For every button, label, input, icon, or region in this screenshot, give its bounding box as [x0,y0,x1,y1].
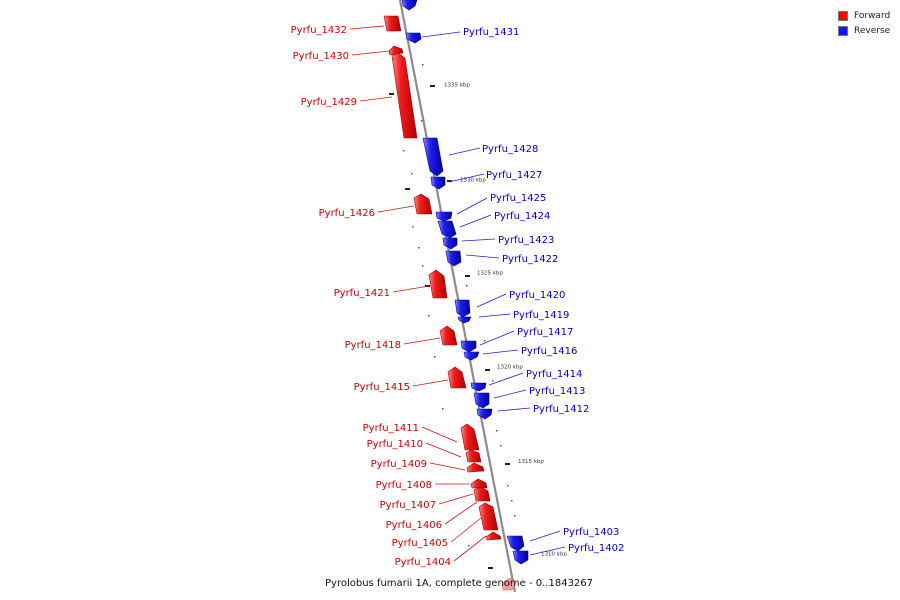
gene-label-pyrfu-1428[interactable]: Pyrfu_1428 [482,144,538,155]
legend-item-reverse: Reverse [838,23,890,38]
gene-pyrfu-1411[interactable] [460,423,480,451]
gene-pyrfu-1424[interactable] [437,220,457,239]
tick-label: 1330 kbp [460,178,486,184]
gene-label-pyrfu-1421[interactable]: Pyrfu_1421 [334,288,390,299]
gene-label-pyrfu-1408[interactable]: Pyrfu_1408 [376,480,432,491]
tick-label: 1325 kbp [477,271,503,277]
gene-pyrfu-1413[interactable] [473,392,490,409]
tick-label: 1310 kbp [541,552,567,558]
reverse-swatch [838,25,848,36]
gene-pyrfu-1431[interactable] [405,32,422,44]
gene-pyrfu-1402[interactable] [512,550,529,565]
gene-label-pyrfu-1412[interactable]: Pyrfu_1412 [533,404,589,415]
legend-label: Forward [854,10,891,21]
gene-label-pyrfu-1403[interactable]: Pyrfu_1403 [563,527,619,538]
gene-label-pyrfu-1407[interactable]: Pyrfu_1407 [380,500,436,511]
gene-label-pyrfu-1427[interactable]: Pyrfu_1427 [486,170,542,181]
gene-label-pyrfu-1415[interactable]: Pyrfu_1415 [354,382,410,393]
gene-pyrfu-1430[interactable] [388,45,404,56]
legend-label: Reverse [854,25,891,36]
tick-mark [505,463,510,465]
gene-pyrfu-1415[interactable] [447,366,467,389]
gene-label-pyrfu-1430[interactable]: Pyrfu_1430 [293,51,349,62]
gene-pyrfu-1416[interactable] [463,351,480,361]
gene-label-pyrfu-1420[interactable]: Pyrfu_1420 [509,290,565,301]
tick-mark [430,85,435,87]
gene-label-pyrfu-1404[interactable]: Pyrfu_1404 [395,557,451,568]
gene-pyrfu-1419[interactable] [457,316,472,324]
gene-label-pyrfu-1432[interactable]: Pyrfu_1432 [291,25,347,36]
gene-pyrfu-1422[interactable] [445,250,462,267]
gene-pyrfu-1410[interactable] [465,449,482,463]
tick-mark [485,369,490,371]
gene-label-pyrfu-1416[interactable]: Pyrfu_1416 [521,346,577,357]
gene-pyrfu-1403[interactable] [506,535,525,552]
gene-label-pyrfu-1425[interactable]: Pyrfu_1425 [490,193,546,204]
gene-pyrfu-1417[interactable] [460,340,477,353]
gene-label-pyrfu-1409[interactable]: Pyrfu_1409 [371,459,427,470]
genome-caption: Pyrolobus fumarii 1A, complete genome - … [325,578,594,589]
gene-pyrfu-1427[interactable] [430,176,446,190]
forward-labels: Pyrfu_1432 Pyrfu_1430 Pyrfu_1429 Pyrfu_1… [291,25,451,568]
gene-label-pyrfu-1419[interactable]: Pyrfu_1419 [513,310,569,321]
scale-dots [392,58,516,547]
gene-pyrfu-1429[interactable] [391,52,418,139]
gene-pyrfu-end-marker [501,577,517,591]
tick-mark [465,275,470,277]
gene-label-pyrfu-1406[interactable]: Pyrfu_1406 [386,520,442,531]
tick-label: 1335 kbp [444,83,470,89]
gene-label-pyrfu-1422[interactable]: Pyrfu_1422 [502,254,558,265]
gene-pyrfu-1428[interactable] [422,137,444,177]
gene-label-pyrfu-1431[interactable]: Pyrfu_1431 [463,27,519,38]
gene-pyrfu-1420[interactable] [454,299,471,318]
tick-label: 1315 kbp [518,459,544,465]
gene-pyrfu-1426[interactable] [413,193,433,215]
gene-label-pyrfu-1429[interactable]: Pyrfu_1429 [301,97,357,108]
reverse-labels: Pyrfu_1431 Pyrfu_1428 Pyrfu_1427 Pyrfu_1… [463,27,624,554]
tick-label: 1320 kbp [497,365,523,371]
gene-pyrfu-1432[interactable] [383,15,402,32]
forward-leader-lines [349,25,487,562]
gene-label-pyrfu-1411[interactable]: Pyrfu_1411 [363,423,419,434]
gene-pyrfu-1425[interactable] [435,211,453,222]
reverse-leader-lines [421,31,566,556]
tick-mark [447,180,452,182]
tick-mark [488,567,493,569]
gene-label-pyrfu-1410[interactable]: Pyrfu_1410 [367,439,423,450]
gene-label-pyrfu-1402[interactable]: Pyrfu_1402 [568,543,624,554]
gene-label-pyrfu-1417[interactable]: Pyrfu_1417 [517,327,573,338]
gene-pyrfu-1418[interactable] [439,325,458,346]
gene-label-pyrfu-1413[interactable]: Pyrfu_1413 [529,386,585,397]
gene-pyrfu-1423[interactable] [442,237,458,250]
gene-pyrfu-1412[interactable] [476,408,493,420]
gene-label-pyrfu-1423[interactable]: Pyrfu_1423 [498,235,554,246]
gene-pyrfu-1407[interactable] [473,486,491,502]
legend-item-forward: Forward [838,8,890,23]
gene-label-pyrfu-1424[interactable]: Pyrfu_1424 [494,211,550,222]
gene-pyrfu-1414[interactable] [470,382,487,392]
gene-pyrfu-1421[interactable] [428,269,448,299]
gene-pyrfu-1409[interactable] [466,462,485,473]
gene-pyrfu-1405[interactable] [485,531,502,541]
gene-label-pyrfu-1426[interactable]: Pyrfu_1426 [319,208,375,219]
gene-label-pyrfu-1414[interactable]: Pyrfu_1414 [526,369,582,380]
legend: Forward Reverse [838,8,890,38]
gene-label-pyrfu-1418[interactable]: Pyrfu_1418 [345,340,401,351]
gene-pyrfu-1406[interactable] [478,502,499,531]
gene-pyrfu-top-reverse[interactable] [401,0,418,11]
gene-label-pyrfu-1405[interactable]: Pyrfu_1405 [392,538,448,549]
forward-swatch [838,10,848,21]
gene-pyrfu-1408[interactable] [470,478,488,489]
genome-backbone [398,0,517,593]
